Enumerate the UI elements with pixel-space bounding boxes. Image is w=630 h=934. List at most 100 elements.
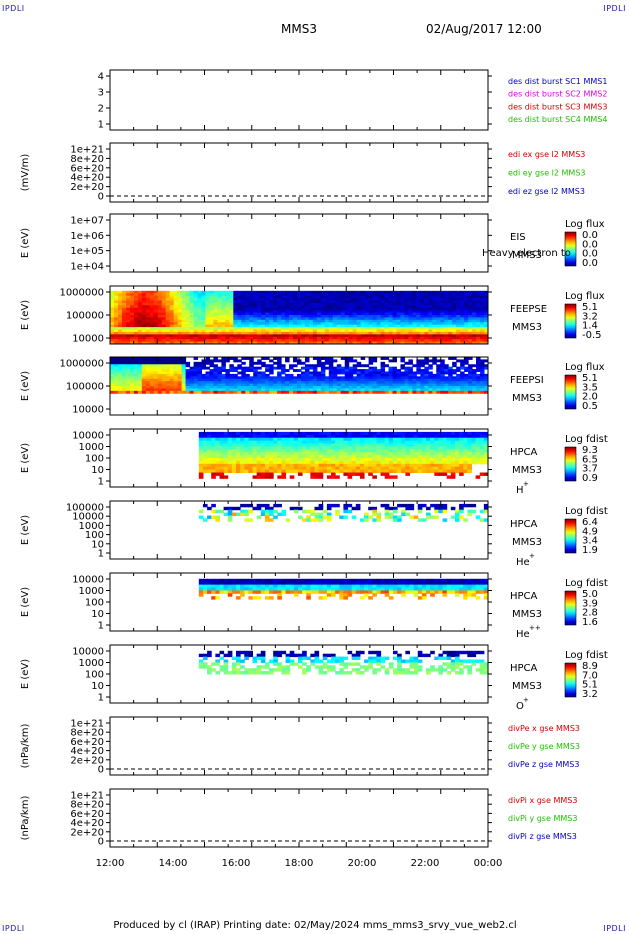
y-tick-label: 10 (91, 609, 104, 620)
colorbar (564, 303, 577, 339)
instrument-label: FEEPSE (510, 304, 547, 315)
panel-11-frame (109, 788, 489, 848)
y-tick-label: 1e+21 (70, 145, 104, 156)
instrument-label: HPCA (510, 519, 538, 530)
colorbar (564, 446, 577, 482)
y-tick-label: 10000 (72, 647, 104, 658)
y-tick-label: 10000 (72, 405, 104, 416)
y-tick-label: 6e+20 (70, 809, 104, 820)
colorbar-tick: 2.8 (582, 608, 598, 619)
colorbar-tick: 5.1 (582, 680, 598, 691)
y-tick-label: 2e+20 (70, 182, 104, 193)
legend-entry: edi ex gse l2 MMS3 (508, 150, 585, 159)
y-tick-label: 0 (98, 765, 104, 776)
spacecraft-label: MMS3 (512, 465, 542, 476)
colorbar-title: Log fdist (565, 578, 608, 589)
colorbar-tick: 0.9 (582, 473, 598, 484)
corner-label-tl: IPDLI (2, 4, 25, 13)
species-label: H (516, 485, 524, 496)
spectrogram (110, 357, 489, 394)
y-tick-label: 4e+20 (70, 746, 104, 757)
colorbar (564, 518, 577, 554)
y-tick-label: 1 (98, 477, 104, 488)
legend-entry: des dist burst SC3 MMS3 (508, 102, 607, 111)
y-tick-label: 4e+20 (70, 173, 104, 184)
y-tick-label: 10 (91, 681, 104, 692)
y-tick-label: 0 (98, 837, 104, 848)
y-tick-label: 10000 (72, 431, 104, 442)
y-tick-label: 10 (91, 465, 104, 476)
y-axis-label: E (eV) (20, 371, 31, 401)
colorbar-tick: 6.5 (582, 454, 598, 465)
y-tick-label: 10000 (72, 512, 104, 523)
spacecraft-label: MMS3 (512, 681, 542, 692)
y-axis-label: E (eV) (20, 515, 31, 545)
colorbar-tick: 1.6 (582, 617, 598, 628)
x-tick-label: 22:00 (411, 858, 440, 869)
spacecraft-label: MMS3 (512, 609, 542, 620)
x-tick-label: 16:00 (222, 858, 251, 869)
y-tick-label: 100 (85, 670, 104, 681)
y-tick-label: 1e+21 (70, 719, 104, 730)
colorbar-tick: 3.7 (582, 464, 598, 475)
colorbar-tick: 7.0 (582, 670, 598, 681)
legend-entry: des dist burst SC2 MMS2 (508, 90, 607, 99)
y-tick-label: 2e+20 (70, 827, 104, 838)
colorbar-tick: 9.3 (582, 445, 598, 456)
species-label: He (516, 629, 530, 640)
colorbar-tick: 3.9 (582, 598, 598, 609)
species-label: He (516, 557, 530, 568)
x-tick-label: 20:00 (348, 858, 377, 869)
colorbar (564, 662, 577, 698)
colorbar-tick: 8.9 (582, 661, 598, 672)
y-tick-label: 8e+20 (70, 728, 104, 739)
y-axis-label: E (eV) (20, 659, 31, 689)
spacecraft-label: MMS3 (512, 393, 542, 404)
legend-entry: divPi x gse MMS3 (508, 796, 577, 805)
header-spacecraft: MMS3 (281, 22, 317, 36)
colorbar-tick: 5.0 (582, 589, 598, 600)
header-datetime: 02/Aug/2017 12:00 (426, 22, 542, 36)
colorbar-tick: 3.4 (582, 536, 598, 547)
colorbar (564, 590, 577, 626)
x-tick-label: 18:00 (285, 858, 314, 869)
colorbar-title: Log flux (565, 219, 605, 230)
y-tick-label: 1000 (79, 586, 104, 597)
colorbar-title: Log fdist (565, 506, 608, 517)
y-tick-label: 1000 (79, 521, 104, 532)
instrument-label: HPCA (510, 447, 538, 458)
spectrogram (198, 650, 489, 675)
y-tick-label: 1 (98, 693, 104, 704)
y-tick-label: 1 (98, 621, 104, 632)
y-tick-label: 1e+06 (70, 231, 104, 242)
x-tick-label: 12:00 (96, 858, 125, 869)
colorbar-tick: 4.9 (582, 526, 598, 537)
legend-entry: edi ez gse l2 MMS3 (508, 187, 585, 196)
spacecraft-label: MMS3 (512, 322, 542, 333)
y-tick-label: 8e+20 (70, 800, 104, 811)
colorbar-tick: 0.0 (582, 239, 598, 250)
colorbar-tick: 1.4 (582, 321, 598, 332)
y-tick-label: 1000 (79, 658, 104, 669)
colorbar-tick: 0.0 (582, 249, 598, 260)
y-tick-label: 100000 (66, 503, 104, 514)
y-tick-label: 4 (98, 72, 104, 83)
spectrogram (198, 578, 489, 600)
y-tick-label: 1e+04 (70, 262, 104, 273)
y-tick-label: 1e+21 (70, 791, 104, 802)
spacecraft-label: MMS3 (512, 537, 542, 548)
legend-entry: divPe z gse MMS3 (508, 760, 579, 769)
y-tick-label: 1000000 (59, 359, 104, 370)
colorbar-tick: 3.2 (582, 311, 598, 322)
corner-label-bl: IPDLI (2, 924, 25, 933)
colorbar-tick: 0.0 (582, 258, 598, 269)
y-tick-label: 10000 (72, 575, 104, 586)
legend-entry: divPi z gse MMS3 (508, 832, 577, 841)
y-tick-label: 10 (91, 539, 104, 550)
y-tick-label: 2e+20 (70, 755, 104, 766)
x-tick-label: 00:00 (474, 858, 503, 869)
corner-label-br: IPDLI (603, 924, 626, 933)
panel-3-frame (109, 213, 489, 273)
instrument-label: HPCA (510, 663, 538, 674)
colorbar-tick: 3.2 (582, 689, 598, 700)
